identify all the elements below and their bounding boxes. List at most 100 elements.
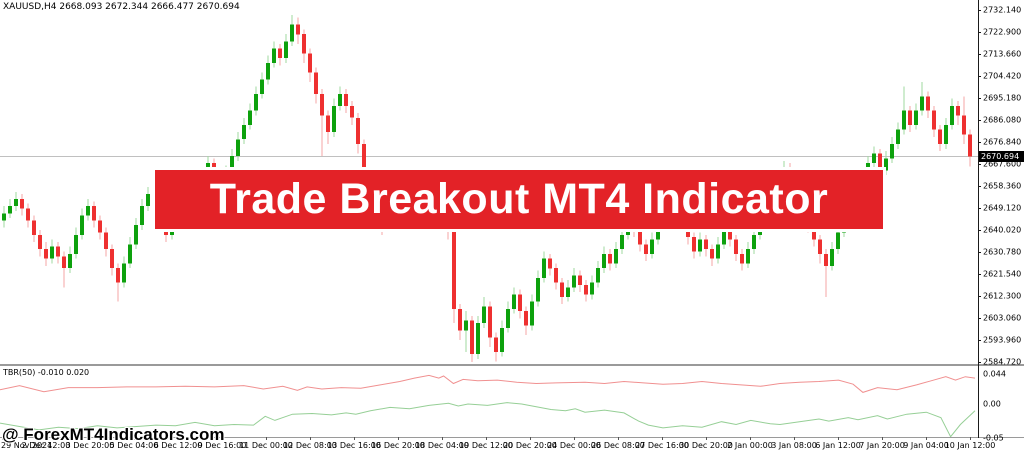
candle bbox=[110, 249, 114, 269]
price-tick-mark bbox=[978, 274, 981, 276]
price-tick-mark bbox=[978, 186, 981, 188]
candle bbox=[872, 153, 876, 164]
candle bbox=[560, 282, 564, 297]
candle bbox=[86, 206, 90, 216]
candle bbox=[128, 244, 132, 264]
price-tick-mark bbox=[978, 164, 981, 166]
candle bbox=[56, 246, 60, 257]
time-tick-label: 30 Dec 20:00 bbox=[679, 441, 733, 450]
candle bbox=[824, 253, 828, 266]
watermark-text: @ ForexMT4Indicators.com bbox=[2, 425, 225, 444]
time-tick-label: 2 Dec 12:00 bbox=[21, 441, 71, 450]
candle bbox=[74, 234, 78, 254]
chart-title-ohlc: XAUUSD,H4 2668.093 2672.344 2666.477 267… bbox=[3, 2, 240, 12]
time-tick-label: 12 Dec 08:00 bbox=[283, 441, 337, 450]
candle bbox=[518, 294, 522, 312]
candle bbox=[590, 282, 594, 295]
candle bbox=[278, 48, 282, 59]
candle bbox=[314, 72, 318, 94]
candle bbox=[356, 117, 360, 145]
candle bbox=[584, 284, 588, 295]
time-tick-mark bbox=[838, 437, 839, 440]
candle bbox=[530, 301, 534, 326]
price-tick-label: 2649.120 bbox=[983, 203, 1022, 213]
candle bbox=[14, 199, 18, 207]
candle bbox=[890, 144, 894, 159]
candle bbox=[2, 213, 6, 221]
price-tick-label: 2612.300 bbox=[983, 291, 1022, 301]
candle bbox=[614, 249, 618, 264]
candle bbox=[554, 268, 558, 283]
price-tick-label: 2667.600 bbox=[983, 159, 1022, 169]
price-tick-label: 2630.780 bbox=[983, 247, 1022, 257]
price-tick-mark bbox=[978, 32, 981, 34]
candle bbox=[44, 249, 48, 259]
price-tick-label: 2686.080 bbox=[983, 115, 1022, 125]
candle bbox=[692, 237, 696, 252]
time-tick-mark bbox=[310, 437, 311, 440]
panel-divider[interactable] bbox=[0, 364, 1024, 366]
promo-banner-text: Trade Breakout MT4 Indicator bbox=[209, 175, 829, 223]
candle bbox=[836, 232, 840, 250]
candle bbox=[470, 320, 474, 355]
candle bbox=[548, 258, 552, 269]
time-tick-mark bbox=[442, 437, 443, 440]
time-tick-mark bbox=[926, 437, 927, 440]
candle bbox=[578, 275, 582, 285]
time-tick-label: 2 Jan 00:00 bbox=[727, 441, 773, 450]
candle bbox=[338, 93, 342, 106]
candle bbox=[884, 158, 888, 171]
candle bbox=[500, 327, 504, 352]
time-tick-mark bbox=[706, 437, 707, 440]
tbr-upper-line bbox=[0, 374, 976, 393]
candle bbox=[332, 105, 336, 133]
price-tick-label: 2658.360 bbox=[983, 181, 1022, 191]
time-tick-mark bbox=[354, 437, 355, 440]
time-tick-label: 9 Jan 04:00 bbox=[903, 441, 949, 450]
time-tick-mark bbox=[530, 437, 531, 440]
candle bbox=[254, 93, 258, 111]
price-tick-mark bbox=[978, 54, 981, 56]
tbr-lower-line bbox=[0, 402, 976, 438]
time-tick-mark bbox=[134, 437, 135, 440]
candle bbox=[308, 53, 312, 73]
candle bbox=[830, 249, 834, 266]
price-tick-mark bbox=[978, 98, 981, 100]
candle bbox=[956, 105, 960, 116]
time-axis-line bbox=[0, 437, 1024, 438]
candle bbox=[524, 311, 528, 326]
price-tick-label: 2584.720 bbox=[983, 357, 1022, 367]
candle bbox=[248, 110, 252, 125]
candle bbox=[80, 215, 84, 235]
candle bbox=[812, 225, 816, 240]
candle bbox=[266, 62, 270, 80]
candle bbox=[914, 110, 918, 125]
time-tick-mark bbox=[882, 437, 883, 440]
candle bbox=[698, 239, 702, 252]
candle bbox=[236, 139, 240, 156]
candle bbox=[650, 239, 654, 254]
candle bbox=[458, 308, 462, 331]
time-tick-mark bbox=[662, 437, 663, 440]
candle bbox=[566, 287, 570, 297]
time-tick-mark bbox=[618, 437, 619, 440]
price-tick-label: 2713.660 bbox=[983, 49, 1022, 59]
candle bbox=[752, 234, 756, 250]
candle bbox=[602, 253, 606, 269]
candle bbox=[572, 275, 576, 288]
candle bbox=[290, 24, 294, 42]
candle bbox=[494, 337, 498, 352]
time-tick-mark bbox=[750, 437, 751, 440]
current-price-badge: 2670.694 bbox=[979, 151, 1024, 162]
price-tick-label: 2621.540 bbox=[983, 269, 1022, 279]
candle bbox=[38, 234, 42, 250]
time-tick-label: 3 Dec 20:00 bbox=[65, 441, 115, 450]
promo-banner: Trade Breakout MT4 Indicator bbox=[152, 167, 886, 232]
time-tick-mark bbox=[178, 437, 179, 440]
time-tick-label: 10 Jan 12:00 bbox=[944, 441, 996, 450]
time-tick-label: 27 Dec 16:00 bbox=[635, 441, 689, 450]
candle bbox=[296, 24, 300, 35]
candle bbox=[728, 230, 732, 240]
candle bbox=[20, 199, 24, 209]
